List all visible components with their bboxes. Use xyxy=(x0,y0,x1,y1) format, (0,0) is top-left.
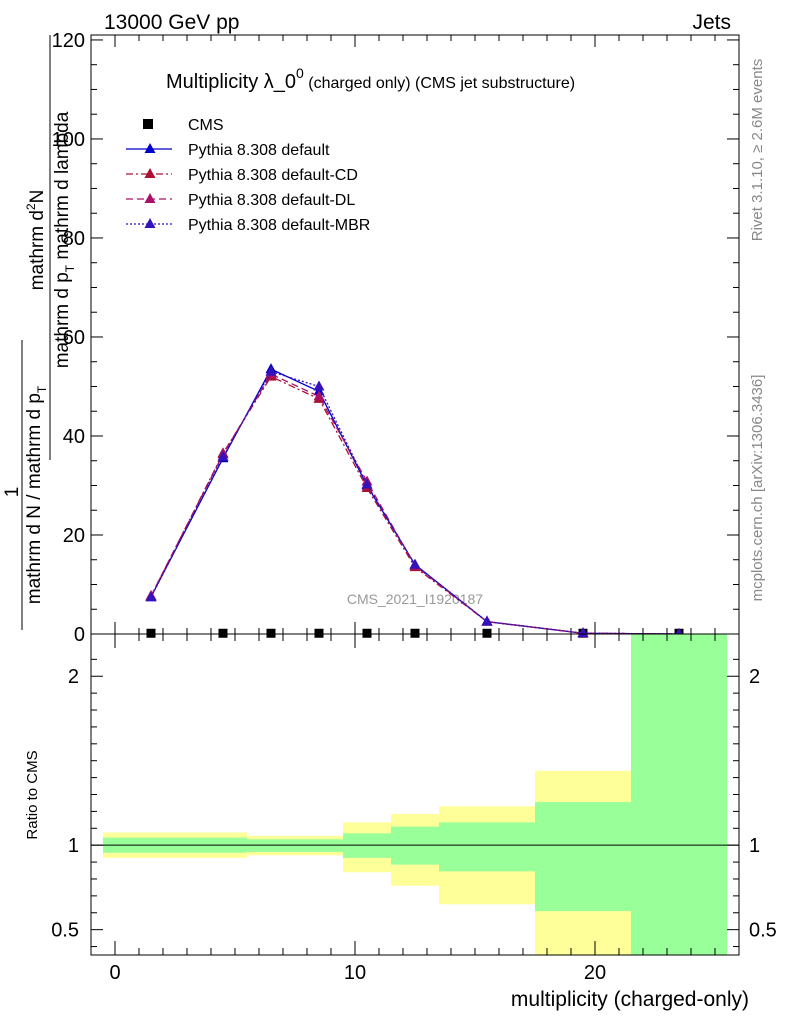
series-point-pythia-8-308-default-mbr xyxy=(361,478,373,489)
y-label-numerator: mathrm d2N xyxy=(24,190,48,291)
main-x-axis xyxy=(90,35,740,634)
main-y-tick-label: 100 xyxy=(52,129,85,151)
series-point-pythia-8-308-default-mbr xyxy=(265,365,277,376)
y-label-denominator: mathrm d pT mathrm d lambda xyxy=(52,111,77,368)
legend-label-cms: CMS xyxy=(188,117,224,134)
cms-data-point xyxy=(410,628,420,638)
series-layer xyxy=(145,363,685,638)
main-y-tick-label: 60 xyxy=(63,327,85,349)
legend-marker-pythia-8-308-default-dl xyxy=(144,193,156,203)
chart-title-main: Multiplicity λ_0 xyxy=(166,71,296,93)
series-point-pythia-8-308-default-mbr xyxy=(145,591,157,602)
rivet-label: Rivet 3.1.10, ≥ 2.6M events xyxy=(749,59,766,242)
main-y-label: mathrm d2N mathrm d pT mathrm d lambda 1… xyxy=(2,35,77,630)
legend-marker-cms xyxy=(143,119,153,129)
legend-marker-pythia-8-308-default xyxy=(144,143,156,153)
main-y-tick-label: 80 xyxy=(63,228,85,250)
ratio-x-axis: 0 10 20 xyxy=(90,634,740,984)
legend-label-pythia-8-308-default-dl: Pythia 8.308 default-DL xyxy=(188,192,355,209)
legend-label-pythia-8-308-default-cd: Pythia 8.308 default-CD xyxy=(188,167,358,184)
cms-data-point xyxy=(482,628,492,638)
chart-title-suffix: (charged only) (CMS jet substructure) xyxy=(304,75,575,92)
x-axis-label: multiplicity (charged-only) xyxy=(511,988,749,1011)
cms-data-point xyxy=(362,628,372,638)
energy-label: 13000 GeV pp xyxy=(104,11,239,34)
cms-data-point xyxy=(218,628,228,638)
ratio-y-tick-label: 2 xyxy=(68,666,79,688)
series-line-pythia-8-308-default-mbr xyxy=(150,370,680,635)
ratio-y-axis: 0.5 0.5 1 1 2 2 xyxy=(51,658,777,948)
legend-marker-pythia-8-308-default-mbr xyxy=(144,218,156,228)
ratio-y-tick-label: 1 xyxy=(68,835,79,857)
series-point-pythia-8-308-default-mbr xyxy=(217,450,229,461)
ratio-y-tick-label-right: 2 xyxy=(749,666,760,688)
legend-label-pythia-8-308-default: Pythia 8.308 default xyxy=(188,142,330,159)
main-y-tick-label: 0 xyxy=(74,624,85,646)
main-y-tick-label: 40 xyxy=(63,426,85,448)
cms-data-point xyxy=(314,628,324,638)
ratio-x-tick-label: 0 xyxy=(109,962,120,984)
mcplots-label: mcplots.cern.ch [arXiv:1306.3436] xyxy=(749,375,766,602)
series-point-pythia-8-308-default-mbr xyxy=(577,627,589,638)
cms-data-point xyxy=(146,628,156,638)
chart-title-sup: 0 xyxy=(296,65,304,81)
inner-band-bin xyxy=(535,802,631,912)
inner-band-bin xyxy=(439,822,535,872)
cms-data-point xyxy=(266,628,276,638)
ratio-y-tick-label-right: 1 xyxy=(749,835,760,857)
uncertainty-bands xyxy=(103,634,727,955)
series-point-pythia-8-308-default-dl xyxy=(313,390,325,401)
y-label-prefix-numerator: 1 xyxy=(2,487,23,498)
ratio-x-tick-label: 20 xyxy=(584,962,606,984)
ratio-y-tick-label: 0.5 xyxy=(51,920,79,942)
main-y-tick-label: 120 xyxy=(52,30,85,52)
jets-label: Jets xyxy=(692,11,731,34)
series-point-pythia-8-308-default-mbr xyxy=(313,380,325,391)
legend-label-pythia-8-308-default-mbr: Pythia 8.308 default-MBR xyxy=(188,217,370,234)
chart-title: Multiplicity λ_00 (charged only) (CMS je… xyxy=(166,65,575,93)
series-point-pythia-8-308-default-mbr xyxy=(409,558,421,569)
series-point-pythia-8-308-default-mbr xyxy=(481,615,493,626)
analysis-label: CMS_2021_I1920187 xyxy=(347,591,483,607)
ratio-panel: 0.5 0.5 1 1 2 2 0 10 20 Ratio to CMS multiplici… xyxy=(24,633,777,1011)
main-y-axis: 0 20 40 60 80 100 120 xyxy=(52,30,739,646)
ratio-x-tick-label: 10 xyxy=(344,962,366,984)
legend-marker-pythia-8-308-default-cd xyxy=(144,168,156,178)
main-y-tick-label: 20 xyxy=(63,525,85,547)
ratio-y-label: Ratio to CMS xyxy=(24,750,41,839)
inner-band-bin xyxy=(631,634,727,955)
y-label-prefix-denominator: mathrm d N / mathrm d pT xyxy=(24,385,49,604)
legend: CMS Pythia 8.308 default Pythia 8.308 defa… xyxy=(126,117,370,234)
ratio-y-tick-label-right: 0.5 xyxy=(749,920,777,942)
